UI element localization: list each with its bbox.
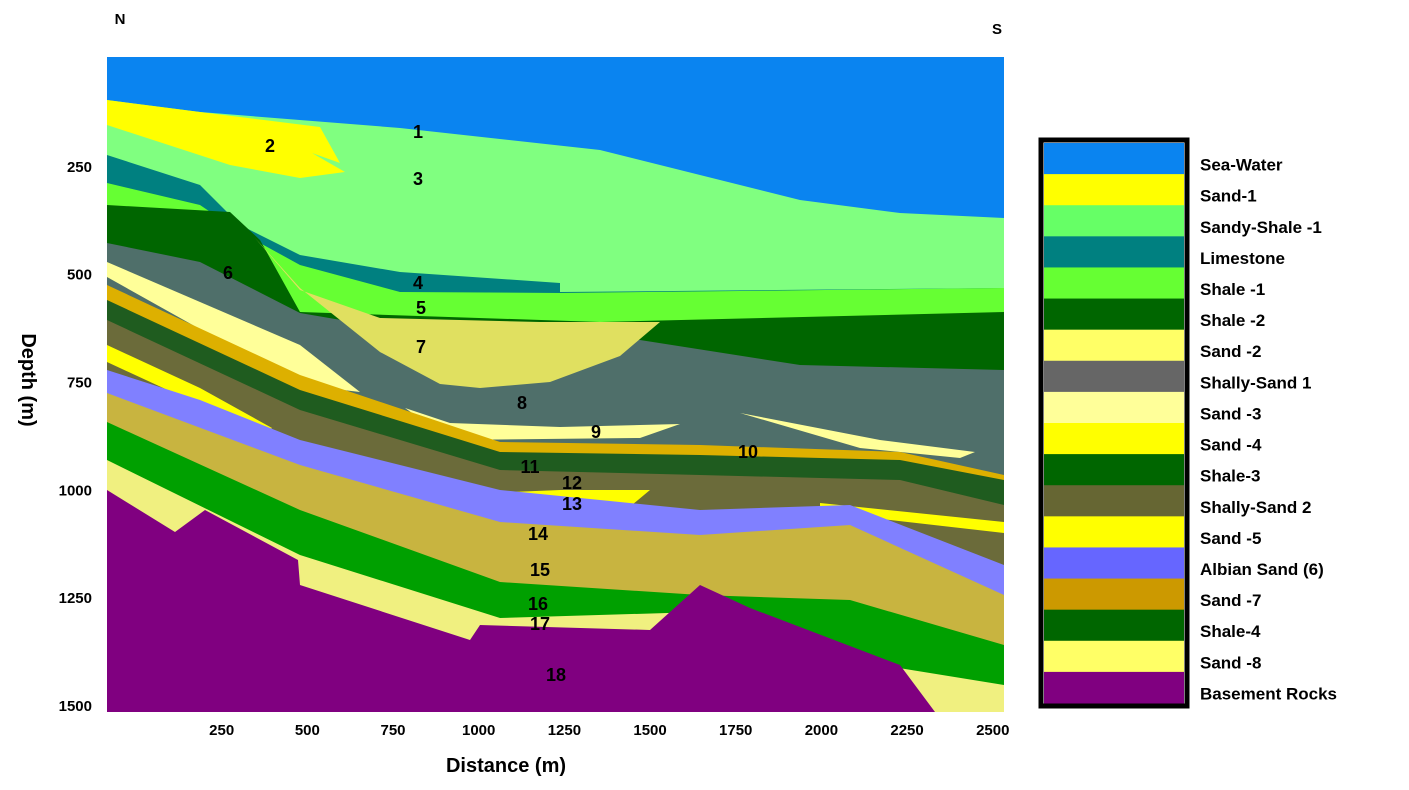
legend-swatch xyxy=(1044,299,1184,331)
x-axis-label: Distance (m) xyxy=(446,755,566,777)
x-tick-label: 1500 xyxy=(633,722,666,739)
legend-label: Sand -7 xyxy=(1200,591,1261,610)
x-tick-label: 1250 xyxy=(548,722,581,739)
legend-swatch xyxy=(1044,143,1184,175)
y-tick-label: 500 xyxy=(67,267,92,284)
legend-label: Basement Rocks xyxy=(1200,684,1337,703)
layer-number: 2 xyxy=(265,136,275,156)
legend-label: Shale -2 xyxy=(1200,311,1265,330)
legend-label: Sea-Water xyxy=(1200,156,1283,175)
layer-number: 4 xyxy=(413,273,423,293)
x-tick-label: 500 xyxy=(295,722,320,739)
y-tick-label: 250 xyxy=(67,159,92,176)
layer-number: 13 xyxy=(562,494,582,514)
legend-swatch xyxy=(1044,641,1184,673)
x-tick-label: 2500 xyxy=(976,722,1009,739)
legend-label: Shale -1 xyxy=(1200,280,1265,299)
y-tick-label: 1500 xyxy=(59,698,92,715)
layer-number: 6 xyxy=(223,263,233,283)
legend-swatch xyxy=(1044,205,1184,237)
legend-swatch xyxy=(1044,236,1184,268)
y-tick-label: 1250 xyxy=(59,590,92,607)
cross-section xyxy=(107,57,1004,712)
layer-number: 9 xyxy=(591,422,601,442)
legend-swatch xyxy=(1044,454,1184,486)
legend-swatch xyxy=(1044,174,1184,206)
layer-number: 12 xyxy=(562,473,582,493)
legend-label: Sandy-Shale -1 xyxy=(1200,218,1322,237)
layer-number: 11 xyxy=(520,457,539,477)
layer-number: 3 xyxy=(413,169,423,189)
layer-number: 10 xyxy=(738,442,758,462)
legend-label: Albian Sand (6) xyxy=(1200,560,1324,579)
x-tick-label: 250 xyxy=(209,722,234,739)
y-tick-label: 750 xyxy=(67,374,92,391)
legend-label: Sand -8 xyxy=(1200,653,1261,672)
legend-swatch xyxy=(1044,579,1184,611)
legend-label: Limestone xyxy=(1200,249,1285,268)
x-tick-label: 2250 xyxy=(890,722,923,739)
legend-swatch xyxy=(1044,610,1184,642)
south-label: S xyxy=(992,21,1002,38)
layer-number: 16 xyxy=(528,594,548,614)
legend-label: Sand -2 xyxy=(1200,342,1261,361)
layer-number: 14 xyxy=(528,524,548,544)
layer-number: 15 xyxy=(530,560,550,580)
legend-swatch xyxy=(1044,392,1184,424)
layer-number: 1 xyxy=(413,122,423,142)
layer-number: 5 xyxy=(416,298,426,318)
layer-number: 18 xyxy=(546,665,566,685)
legend-label: Shally-Sand 2 xyxy=(1200,498,1311,517)
layer-number: 7 xyxy=(416,337,426,357)
legend-swatch xyxy=(1044,330,1184,362)
y-axis-label: Depth (m) xyxy=(17,333,39,426)
legend-swatch xyxy=(1044,423,1184,455)
legend-swatch xyxy=(1044,516,1184,548)
y-tick-label: 1000 xyxy=(59,482,92,499)
x-tick-label: 750 xyxy=(381,722,406,739)
x-tick-label: 1000 xyxy=(462,722,495,739)
x-tick-label: 2000 xyxy=(805,722,838,739)
legend-swatch xyxy=(1044,485,1184,517)
legend-label: Sand -3 xyxy=(1200,404,1261,423)
legend-swatch xyxy=(1044,672,1184,704)
north-label: N xyxy=(115,11,126,28)
figure: N S Distance (m) Depth (m) 250 500 750 1000… xyxy=(0,0,1409,785)
legend-label: Shale-3 xyxy=(1200,467,1260,486)
legend-label: Shale-4 xyxy=(1200,622,1261,641)
legend-label: Sand -5 xyxy=(1200,529,1261,548)
layer-number: 17 xyxy=(530,614,550,634)
x-tick-label: 1750 xyxy=(719,722,752,739)
legend-label: Shally-Sand 1 xyxy=(1200,373,1311,392)
legend-swatch xyxy=(1044,267,1184,299)
legend-label: Sand-1 xyxy=(1200,187,1257,206)
legend-swatch xyxy=(1044,547,1184,579)
legend-swatch xyxy=(1044,361,1184,393)
legend-label: Sand -4 xyxy=(1200,436,1262,455)
layer-number: 8 xyxy=(517,393,527,413)
